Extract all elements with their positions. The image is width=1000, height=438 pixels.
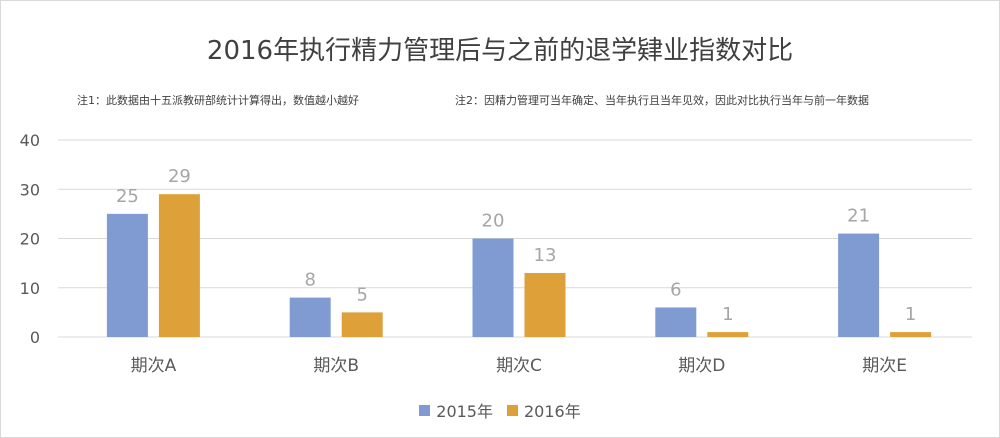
data-label-2015-1: 8 — [304, 270, 315, 291]
note-2: 注2：因精力管理可当年确定、当年执行且当年见效，因此对比执行当年与前一年数据 — [455, 94, 869, 107]
data-label-2015-4: 21 — [847, 206, 870, 227]
grid-layer — [58, 139, 972, 338]
legend-label-2016: 2016年 — [524, 402, 581, 421]
bar-2015-4 — [838, 233, 880, 337]
x-category-label-0: 期次A — [131, 356, 177, 376]
x-category-label-1: 期次B — [313, 356, 359, 376]
data-label-2016-2: 13 — [534, 245, 557, 266]
legend: 2015年 2016年 — [0, 398, 1000, 422]
legend-item-2015: 2015年 — [419, 398, 493, 422]
note-1: 注1：此数据由十五派教研部统计计算得出，数值越小越好 — [77, 94, 359, 107]
x-category-label-2: 期次C — [496, 356, 542, 376]
data-label-2016-3: 1 — [722, 304, 733, 325]
labels-layer: 0 10 20 30 40 25 29 期次A 8 5 期次B 20 13 期次C 6 1 期次D 21 1 期次E — [20, 131, 917, 376]
data-label-2015-0: 25 — [116, 186, 139, 207]
x-category-label-4: 期次E — [862, 356, 907, 376]
bar-2016-0 — [158, 194, 200, 337]
y-tick-label-30: 30 — [20, 180, 40, 199]
bar-2015-2 — [472, 238, 514, 337]
y-tick-label-40: 40 — [20, 131, 40, 150]
bar-2015-3 — [655, 307, 697, 337]
data-label-2016-0: 29 — [168, 166, 191, 187]
x-category-label-3: 期次D — [678, 356, 725, 376]
y-tick-label-10: 10 — [20, 279, 40, 298]
data-label-2015-2: 20 — [482, 211, 505, 232]
bar-2016-1 — [341, 312, 383, 337]
data-label-2016-4: 1 — [905, 304, 916, 325]
y-tick-label-20: 20 — [20, 230, 40, 249]
data-label-2016-1: 5 — [356, 284, 367, 305]
legend-item-2016: 2016年 — [507, 398, 581, 422]
bar-2016-3 — [707, 332, 749, 337]
data-label-2015-3: 6 — [670, 279, 681, 300]
bar-2015-0 — [106, 213, 148, 337]
bar-2015-1 — [289, 297, 331, 337]
y-tick-label-0: 0 — [30, 328, 40, 347]
bars-layer — [106, 194, 932, 337]
chart-title: 2016年执行精力管理后与之前的退学肄业指数对比 — [206, 36, 794, 66]
legend-swatch-2016 — [507, 404, 518, 416]
legend-label-2015: 2015年 — [436, 402, 493, 421]
bar-2016-4 — [890, 332, 932, 337]
bar-2016-2 — [524, 272, 566, 337]
legend-swatch-2015 — [419, 404, 431, 416]
